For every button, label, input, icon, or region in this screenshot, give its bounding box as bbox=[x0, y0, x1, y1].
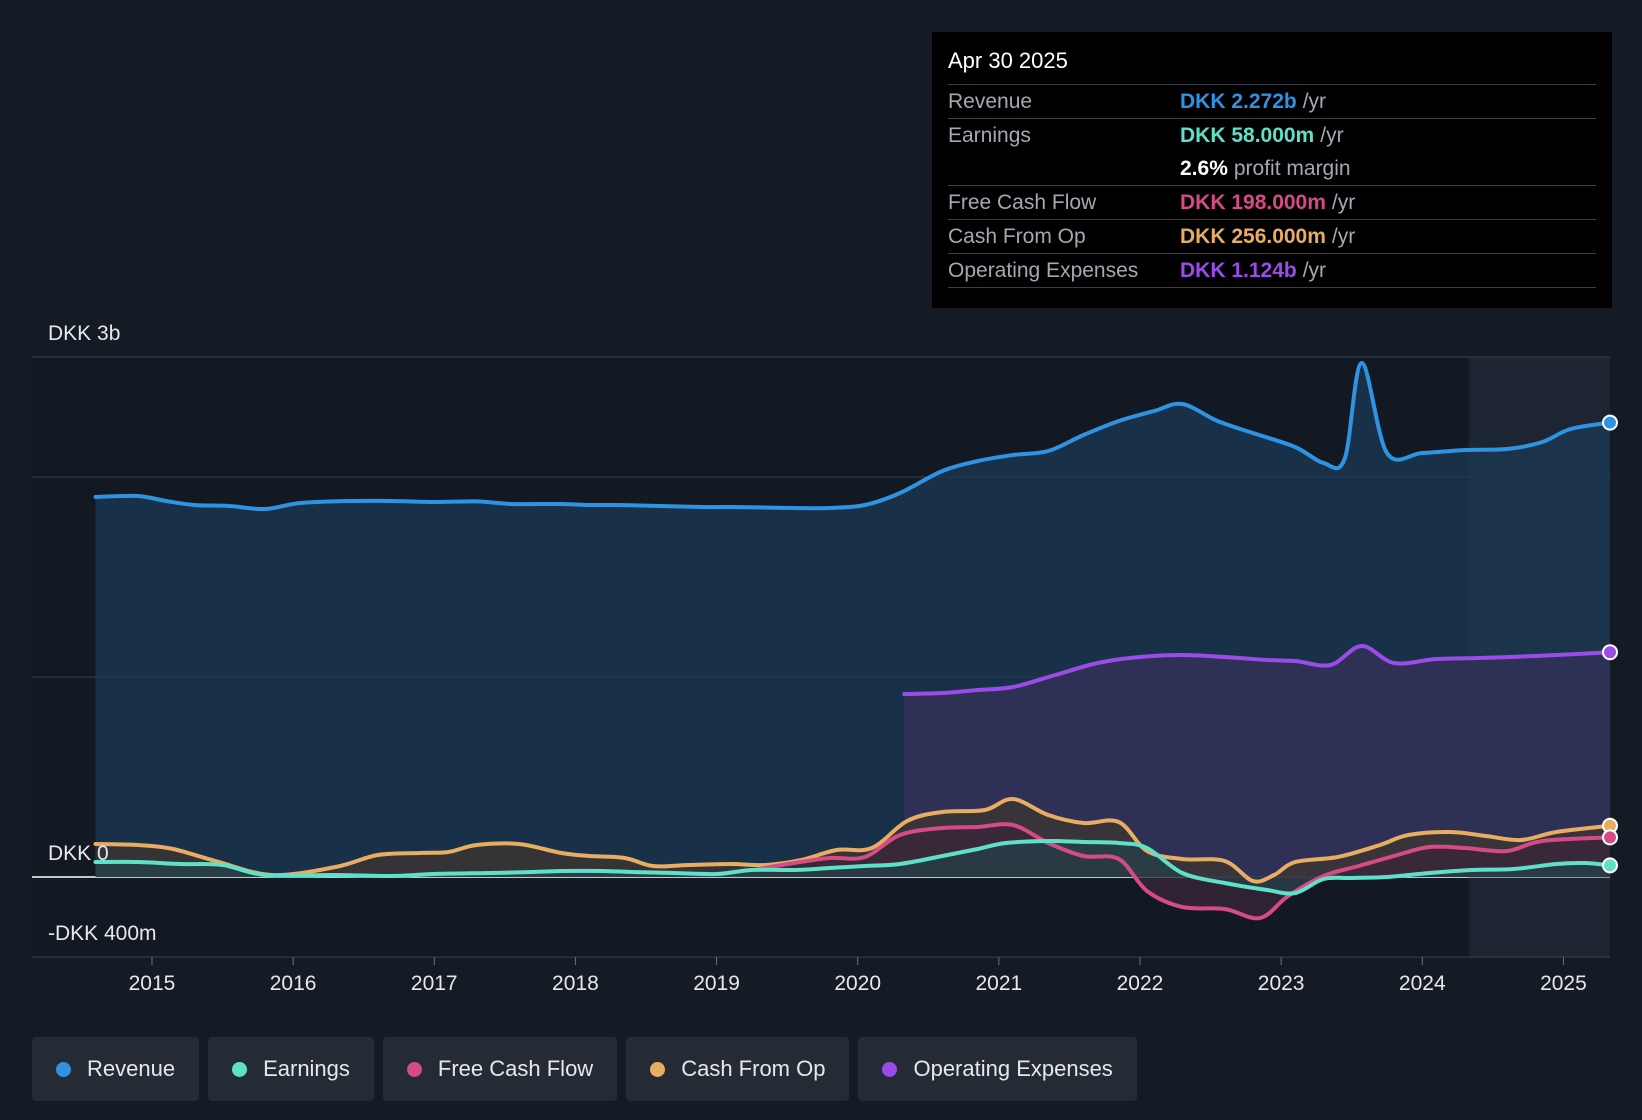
tooltip-value: DKK 1.124b bbox=[1180, 258, 1297, 282]
legend-item-cash-from-op[interactable]: Cash From Op bbox=[626, 1037, 850, 1101]
x-tick-label: 2017 bbox=[411, 972, 458, 995]
tooltip-value: 2.6% bbox=[1180, 156, 1228, 180]
y-axis-zero-label: DKK 0 bbox=[48, 842, 109, 865]
tooltip-date: Apr 30 2025 bbox=[948, 48, 1068, 73]
x-tick-label: 2019 bbox=[693, 972, 740, 995]
tooltip-unit: /yr bbox=[1331, 224, 1356, 248]
legend-label: Cash From Op bbox=[681, 1056, 826, 1081]
x-tick-label: 2024 bbox=[1399, 972, 1446, 995]
tooltip-label: Free Cash Flow bbox=[948, 190, 1097, 214]
legend-item-earnings[interactable]: Earnings bbox=[208, 1037, 374, 1101]
tooltip-label: Operating Expenses bbox=[948, 258, 1139, 282]
tooltip-unit: /yr bbox=[1331, 190, 1356, 214]
legend-item-operating-expenses[interactable]: Operating Expenses bbox=[858, 1037, 1137, 1101]
tooltip-label: Revenue bbox=[948, 89, 1033, 113]
tooltip-label: Earnings bbox=[948, 123, 1031, 147]
tooltip-row-revenue: Revenue DKK 2.272b /yr bbox=[948, 84, 1596, 118]
operating-expenses-line bbox=[902, 643, 1612, 696]
tooltip-unit: /yr bbox=[1302, 89, 1327, 113]
x-tick-label: 2016 bbox=[270, 972, 317, 995]
tooltip-value: DKK 2.272b bbox=[1180, 89, 1297, 113]
y-axis-bottom-label: -DKK 400m bbox=[48, 922, 157, 945]
legend-item-free-cash-flow[interactable]: Free Cash Flow bbox=[382, 1037, 618, 1101]
series-lines bbox=[93, 360, 1612, 921]
series-areas bbox=[95, 362, 1610, 919]
x-tick-label: 2015 bbox=[129, 972, 176, 995]
operating-expenses-end-marker bbox=[1602, 644, 1618, 661]
legend-item-revenue[interactable]: Revenue bbox=[32, 1037, 200, 1101]
y-axis-top-label: DKK 3b bbox=[48, 322, 120, 345]
revenue-end-marker bbox=[1602, 414, 1618, 431]
tooltip-value: DKK 256.000m bbox=[1180, 224, 1326, 248]
series-end-markers bbox=[1602, 414, 1618, 874]
tooltip-row-cash-from-op: Cash From Op DKK 256.000m /yr bbox=[948, 219, 1596, 253]
free-cash-flow-line bbox=[756, 822, 1612, 921]
legend-dot-icon bbox=[882, 1061, 898, 1077]
legend-dot-icon bbox=[650, 1061, 666, 1077]
x-tick-label: 2018 bbox=[552, 972, 599, 995]
legend-label: Earnings bbox=[263, 1056, 350, 1081]
tooltip-value: DKK 198.000m bbox=[1180, 190, 1326, 214]
axes: 2015 2016 2017 2018 2019 2020 2021 2022 2023 2024… bbox=[129, 957, 1587, 995]
x-tick-label: 2021 bbox=[975, 972, 1022, 995]
legend-dot-icon bbox=[56, 1061, 71, 1077]
tooltip-row-free-cash-flow: Free Cash Flow DKK 198.000m /yr bbox=[948, 185, 1596, 219]
legend-label: Free Cash Flow bbox=[437, 1056, 594, 1081]
x-tick-label: 2020 bbox=[834, 972, 881, 995]
legend: Revenue Earnings Free Cash Flow Cash Fro… bbox=[32, 1037, 1137, 1101]
tooltip-label: Cash From Op bbox=[948, 224, 1086, 248]
legend-label: Operating Expenses bbox=[913, 1056, 1113, 1081]
tooltip-row-earnings: Earnings DKK 58.000m /yr bbox=[948, 118, 1596, 152]
tooltip-unit: /yr bbox=[1320, 123, 1344, 147]
tooltip-row-profit-margin: 2.6% profit margin bbox=[948, 152, 1596, 185]
legend-dot-icon bbox=[232, 1061, 248, 1077]
free-cash-flow-area bbox=[758, 824, 1610, 919]
tooltip-value: DKK 58.000m bbox=[1180, 123, 1315, 147]
operating-expenses-area bbox=[904, 645, 1610, 877]
tooltip-panel: Apr 30 2025 Revenue DKK 2.272b /yr Earni… bbox=[932, 32, 1612, 308]
x-tick-label: 2023 bbox=[1258, 972, 1305, 995]
x-tick-label: 2025 bbox=[1540, 972, 1587, 995]
earnings-line bbox=[93, 838, 1612, 896]
tooltip-unit: profit margin bbox=[1233, 156, 1351, 180]
x-tick-label: 2022 bbox=[1117, 972, 1164, 995]
cash-from-op-area bbox=[95, 798, 1610, 882]
tooltip-row-operating-expenses: Operating Expenses DKK 1.124b /yr bbox=[948, 253, 1596, 288]
legend-dot-icon bbox=[406, 1061, 422, 1077]
legend-label: Revenue bbox=[87, 1056, 176, 1081]
tooltip-unit: /yr bbox=[1302, 258, 1327, 282]
free-cash-flow-end-marker bbox=[1602, 829, 1618, 846]
earnings-end-marker bbox=[1602, 857, 1618, 874]
revenue-line bbox=[93, 360, 1612, 512]
cash-from-op-line bbox=[93, 796, 1612, 884]
